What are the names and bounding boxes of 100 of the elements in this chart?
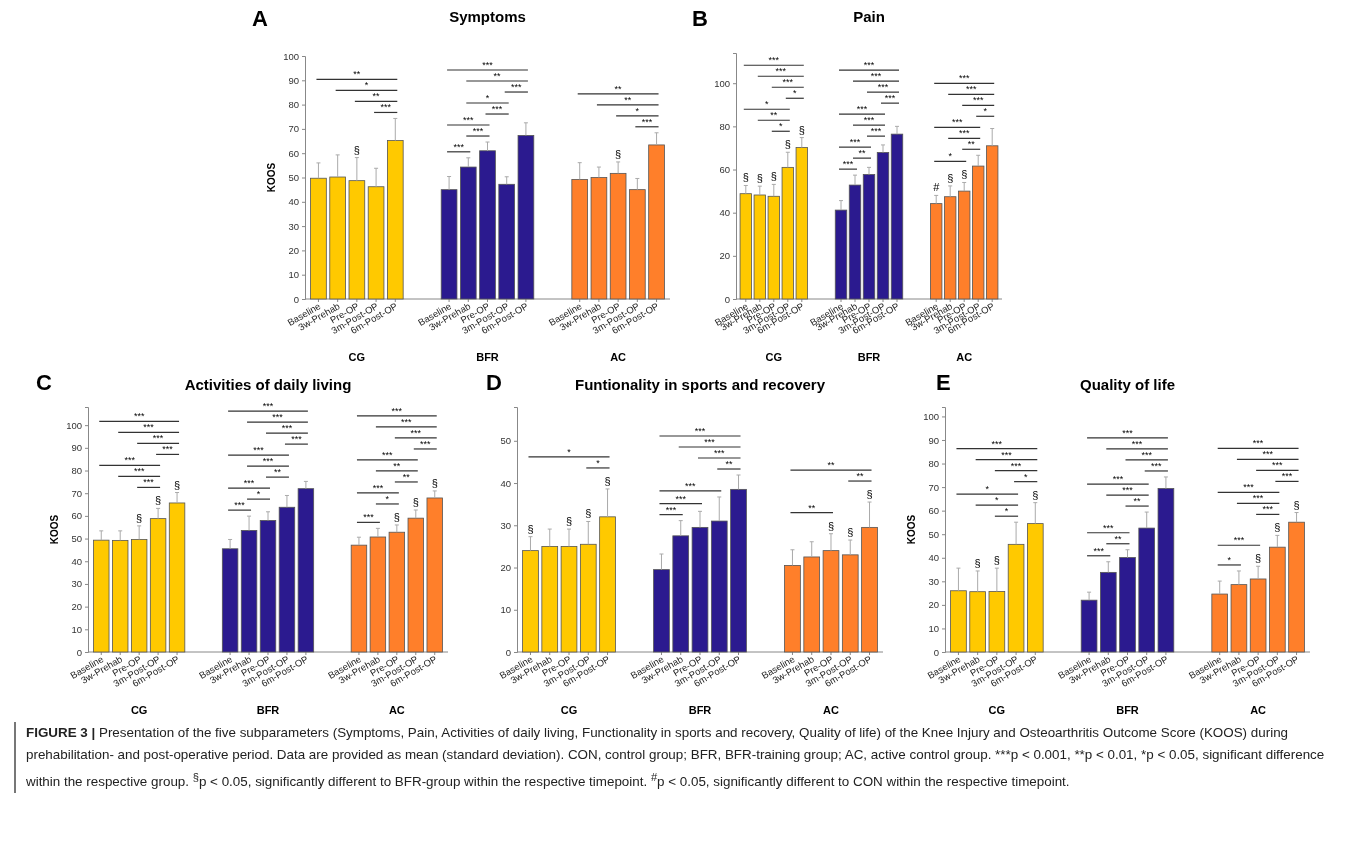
annotation: *** (1112, 474, 1124, 485)
y-tick-label: 40 (71, 555, 82, 567)
y-tick-label: 20 (719, 250, 730, 262)
annotation: *** (694, 426, 706, 437)
annotation: § (353, 143, 360, 156)
annotation: *** (641, 116, 653, 127)
annotation: # (933, 181, 941, 194)
annotation: § (784, 138, 791, 151)
annotation: *** (782, 77, 794, 88)
annotation: § (604, 474, 611, 487)
annotation: *** (133, 411, 145, 422)
y-tick-label: 60 (288, 147, 299, 159)
annotation: * (779, 121, 784, 132)
y-tick-label: 60 (71, 510, 82, 522)
y-tick-label: 90 (928, 434, 939, 446)
annotation: § (847, 526, 854, 539)
annotation: *** (849, 137, 861, 148)
annotation: *** (453, 141, 465, 152)
annotation: *** (152, 433, 164, 444)
y-tick-label: 60 (928, 505, 939, 517)
y-tick-label: 20 (928, 599, 939, 611)
annotation: § (961, 168, 968, 181)
annotation: * (385, 493, 390, 504)
text: AC (388, 704, 405, 716)
y-tick-label: 50 (71, 533, 82, 545)
annotation: § (585, 507, 592, 520)
y-tick-label: 0 (293, 293, 299, 305)
annotation: *** (272, 412, 284, 423)
annotation: *** (1233, 535, 1245, 546)
annotation: *** (704, 437, 716, 448)
annotation: § (565, 515, 573, 528)
annotation: § (527, 522, 534, 535)
annotation: * (635, 105, 640, 116)
text: BFR (256, 704, 280, 716)
annotation: ** (770, 110, 778, 121)
annotation: ** (393, 460, 401, 471)
annotation: *** (472, 126, 484, 137)
y-tick-label: 0 (724, 293, 730, 305)
annotation: ** (353, 69, 361, 80)
annotation: *** (482, 60, 494, 71)
annotation: ** (1133, 496, 1142, 507)
annotation: ** (493, 71, 502, 82)
annotation: * (256, 489, 261, 500)
annotation: *** (1151, 460, 1163, 471)
annotation: *** (380, 102, 392, 113)
annotation: *** (253, 445, 265, 456)
y-tick-label: 70 (288, 123, 299, 135)
annotation: § (947, 171, 954, 184)
text: AC (610, 351, 627, 363)
annotation: *** (162, 444, 174, 455)
annotation: *** (863, 115, 875, 126)
annotation: *** (863, 60, 875, 71)
annotation: *** (382, 449, 394, 460)
annotation: *** (281, 423, 293, 434)
annotation: * (1227, 554, 1232, 565)
y-tick-label: 20 (500, 562, 511, 574)
annotation: § (431, 476, 438, 489)
annotation: *** (842, 159, 854, 170)
annotation: * (995, 495, 1000, 506)
annotation: ** (402, 471, 411, 482)
text: AC (956, 351, 973, 363)
annotation: *** (463, 115, 475, 126)
caption: FIGURE 3 | Presentation of the five subparameters (Symptoms, Pain, Activities of daily living, Functionality in sports and recovery, Quality of life) of the Knee Injury and Osteoarthritis Outcome Score (KOOS) during prehabilitation- and post-operative period. Data are provided as mean (standard deviation). CON, control group; BFR, BFR-training group; AC, active control group. ***p < 0.001, **p < 0.01, *p < 0.05, significant difference within the respective group. $^{§}$p < 0.05, significantly different to BFR-group within the respective timepoint. $^{#}$p < 0.05, significantly different to CON within the respective timepoint. (26, 725, 1325, 790)
y-tick-label: 10 (928, 622, 939, 634)
annotation: *** (965, 84, 977, 95)
annotation: *** (1122, 485, 1134, 496)
y-tick-label: 0 (76, 646, 82, 658)
y-tick-label: 60 (719, 164, 730, 176)
annotation: *** (262, 456, 274, 467)
text: AC (823, 704, 839, 716)
y-tick-label: 10 (500, 604, 511, 616)
annotation: § (770, 170, 777, 183)
annotation: § (756, 172, 763, 185)
annotation: § (742, 171, 749, 184)
y-tick-label: 40 (500, 477, 511, 489)
annotation: * (364, 80, 369, 91)
annotation: ** (372, 91, 381, 102)
annotation: * (596, 457, 601, 468)
annotation: *** (1272, 460, 1284, 471)
annotation: ** (624, 94, 632, 105)
annotation: *** (491, 104, 503, 115)
y-axis-title: KOOS (906, 514, 917, 545)
y-tick-label: 80 (928, 458, 939, 470)
y-tick-label: 80 (719, 120, 730, 132)
annotation: * (948, 151, 953, 162)
annotation: ** (1114, 533, 1122, 544)
annotation: *** (420, 438, 432, 449)
annotation: *** (775, 66, 787, 77)
annotation: *** (1262, 504, 1274, 515)
y-tick-label: 100 (66, 419, 82, 431)
annotation: *** (856, 104, 868, 115)
annotation: *** (958, 128, 970, 139)
annotation: § (173, 478, 181, 491)
annotation: *** (870, 71, 882, 82)
y-tick-label: 30 (71, 578, 82, 590)
annotation: § (1274, 521, 1281, 534)
annotation: *** (124, 455, 136, 466)
text: E (936, 370, 951, 395)
annotation: *** (262, 401, 274, 412)
y-tick-label: 40 (719, 207, 730, 219)
